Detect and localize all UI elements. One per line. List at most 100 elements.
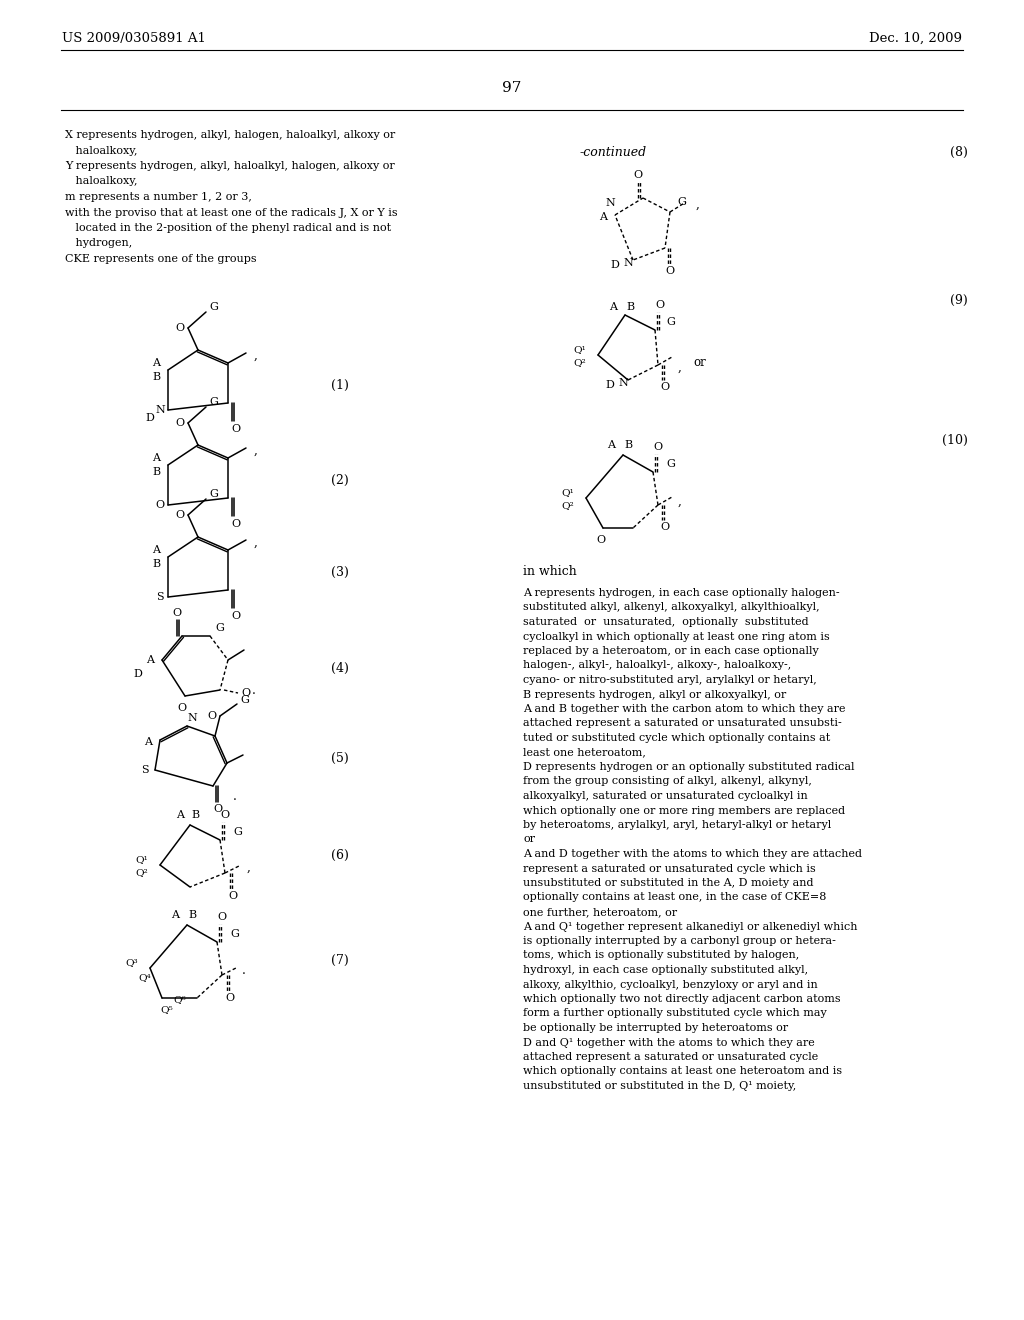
Text: optionally contains at least one, in the case of CKE=8: optionally contains at least one, in the… [523,892,826,903]
Text: S: S [141,766,148,775]
Text: .: . [252,684,256,697]
Text: (9): (9) [950,293,968,306]
Text: alkoxyalkyl, saturated or unsaturated cycloalkyl in: alkoxyalkyl, saturated or unsaturated cy… [523,791,808,801]
Text: unsubstituted or substituted in the D, Q¹ moiety,: unsubstituted or substituted in the D, Q… [523,1081,797,1092]
Text: O: O [666,267,675,276]
Text: (3): (3) [331,565,349,578]
Text: O: O [228,891,238,902]
Text: B: B [188,909,196,920]
Text: from the group consisting of alkyl, alkenyl, alkynyl,: from the group consisting of alkyl, alke… [523,776,812,787]
Text: G: G [678,197,686,207]
Text: be optionally be interrupted by heteroatoms or: be optionally be interrupted by heteroat… [523,1023,788,1034]
Text: Dec. 10, 2009: Dec. 10, 2009 [869,32,962,45]
Text: in which: in which [523,565,577,578]
Text: O: O [220,810,229,820]
Text: B represents hydrogen, alkyl or alkoxyalkyl, or: B represents hydrogen, alkyl or alkoxyal… [523,689,786,700]
Text: ,: , [254,348,258,362]
Text: haloalkoxy,: haloalkoxy, [65,177,137,186]
Text: O: O [231,519,241,529]
Text: Y represents hydrogen, alkyl, haloalkyl, halogen, alkoxy or: Y represents hydrogen, alkyl, haloalkyl,… [65,161,394,172]
Text: N: N [605,198,614,209]
Text: G: G [233,828,243,837]
Text: by heteroatoms, arylalkyl, aryl, hetaryl-alkyl or hetaryl: by heteroatoms, arylalkyl, aryl, hetaryl… [523,820,831,830]
Text: with the proviso that at least one of the radicals J, X or Y is: with the proviso that at least one of th… [65,207,397,218]
Text: S: S [157,591,164,602]
Text: (2): (2) [331,474,349,487]
Text: O: O [660,381,670,392]
Text: O: O [225,993,234,1003]
Text: ,: , [247,861,251,874]
Text: A and Q¹ together represent alkanediyl or alkenediyl which: A and Q¹ together represent alkanediyl o… [523,921,857,932]
Text: Q³: Q³ [126,958,138,968]
Text: N: N [624,257,633,268]
Text: O: O [231,424,241,434]
Text: haloalkoxy,: haloalkoxy, [65,145,137,156]
Text: N: N [618,378,628,388]
Text: which optionally contains at least one heteroatom and is: which optionally contains at least one h… [523,1067,842,1077]
Text: A: A [152,545,160,554]
Text: (4): (4) [331,661,349,675]
Text: Q¹: Q¹ [573,346,587,355]
Text: Q⁶: Q⁶ [174,995,186,1005]
Text: Q⁵: Q⁵ [161,1006,173,1015]
Text: D: D [145,413,155,422]
Text: G: G [216,623,224,634]
Text: replaced by a heteroatom, or in each case optionally: replaced by a heteroatom, or in each cas… [523,645,819,656]
Text: A: A [171,909,179,920]
Text: O: O [634,170,643,180]
Text: Q¹: Q¹ [135,855,148,865]
Text: D represents hydrogen or an optionally substituted radical: D represents hydrogen or an optionally s… [523,762,854,772]
Text: B: B [190,810,199,820]
Text: -continued: -continued [580,145,647,158]
Text: D and Q¹ together with the atoms to which they are: D and Q¹ together with the atoms to whic… [523,1038,815,1048]
Text: or: or [523,834,535,845]
Text: B: B [152,372,160,381]
Text: O: O [175,418,184,428]
Text: hydroxyl, in each case optionally substituted alkyl,: hydroxyl, in each case optionally substi… [523,965,808,975]
Text: CKE represents one of the groups: CKE represents one of the groups [65,253,257,264]
Text: cyano- or nitro-substituted aryl, arylalkyl or hetaryl,: cyano- or nitro-substituted aryl, arylal… [523,675,817,685]
Text: G: G [210,302,218,312]
Text: O: O [177,704,186,713]
Text: O: O [208,711,216,721]
Text: (10): (10) [942,433,968,446]
Text: 97: 97 [503,81,521,95]
Text: A: A [599,213,607,222]
Text: Q²: Q² [135,869,148,878]
Text: A: A [152,453,160,463]
Text: O: O [213,804,222,814]
Text: B: B [624,440,632,450]
Text: D: D [610,260,620,271]
Text: B: B [626,302,634,312]
Text: halogen-, alkyl-, haloalkyl-, alkoxy-, haloalkoxy-,: halogen-, alkyl-, haloalkyl-, alkoxy-, h… [523,660,792,671]
Text: D: D [133,669,142,678]
Text: least one heteroatom,: least one heteroatom, [523,747,646,758]
Text: (1): (1) [331,379,349,392]
Text: (7): (7) [331,953,349,966]
Text: A and B together with the carbon atom to which they are: A and B together with the carbon atom to… [523,704,846,714]
Text: G: G [667,459,676,469]
Text: Q⁴: Q⁴ [138,974,152,982]
Text: (8): (8) [950,145,968,158]
Text: toms, which is optionally substituted by halogen,: toms, which is optionally substituted by… [523,950,800,961]
Text: (5): (5) [331,751,349,764]
Text: O: O [653,442,663,451]
Text: A represents hydrogen, in each case optionally halogen-: A represents hydrogen, in each case opti… [523,587,840,598]
Text: O: O [596,535,605,545]
Text: form a further optionally substituted cycle which may: form a further optionally substituted cy… [523,1008,826,1019]
Text: ,: , [678,495,682,507]
Text: which optionally one or more ring members are replaced: which optionally one or more ring member… [523,805,845,816]
Text: .: . [242,964,246,977]
Text: is optionally interrupted by a carbonyl group or hetera-: is optionally interrupted by a carbonyl … [523,936,836,946]
Text: O: O [660,521,670,532]
Text: substituted alkyl, alkenyl, alkoxyalkyl, alkylthioalkyl,: substituted alkyl, alkenyl, alkoxyalkyl,… [523,602,819,612]
Text: A: A [609,302,617,312]
Text: (6): (6) [331,849,349,862]
Text: .: . [233,789,237,803]
Text: cycloalkyl in which optionally at least one ring atom is: cycloalkyl in which optionally at least … [523,631,829,642]
Text: m represents a number 1, 2 or 3,: m represents a number 1, 2 or 3, [65,191,252,202]
Text: A and D together with the atoms to which they are attached: A and D together with the atoms to which… [523,849,862,859]
Text: US 2009/0305891 A1: US 2009/0305891 A1 [62,32,206,45]
Text: O: O [242,688,251,698]
Text: O: O [172,609,181,618]
